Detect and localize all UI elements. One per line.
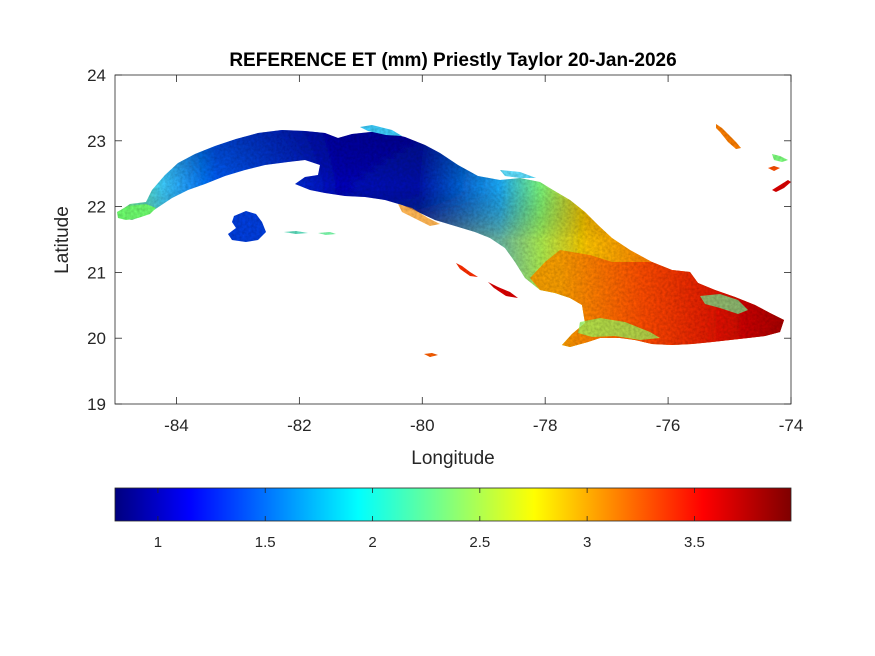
axes-background	[115, 75, 791, 404]
y-tick-label: 22	[87, 198, 106, 217]
y-axis: 20 21 22 23 24 19	[87, 66, 791, 414]
cay-north-1	[360, 125, 402, 136]
x-tick-label: -74	[779, 416, 804, 435]
cay-south-1	[456, 263, 478, 277]
y-tick-label: 21	[87, 263, 106, 282]
colorbar-gradient	[114, 487, 792, 522]
colorbar-tick-label: 2	[368, 534, 376, 551]
east-green-patch	[700, 294, 748, 314]
islet-ne-1	[716, 124, 741, 149]
y-tick-label: 24	[87, 66, 106, 85]
x-tick-label: -80	[410, 416, 435, 435]
axes-frame	[114, 74, 792, 405]
cay-south-2	[488, 282, 518, 298]
colorbar-tick-label: 3	[583, 534, 591, 551]
cay-jardines-2	[318, 232, 336, 235]
y-tick-label: 23	[87, 132, 106, 151]
isla-de-la-juventud	[228, 211, 266, 242]
colorbar: 1 1.5 2 2.5 3 3.5	[114, 487, 792, 551]
cay-jardines	[284, 231, 308, 234]
map-title: REFERENCE ET (mm) Priestly Taylor 20-Jan…	[229, 50, 676, 71]
x-tick-label: -82	[287, 416, 312, 435]
islet-ne-2	[772, 154, 788, 162]
cuba-et-field	[117, 124, 791, 357]
x-tick-label: -76	[656, 416, 681, 435]
cay-south-3	[424, 353, 438, 357]
y-tick-label: 20	[87, 329, 106, 348]
plot-area: -84 -82 -80 -78 -76 -74 20 21 22 23 24 19	[87, 66, 803, 435]
islet-ne-4	[768, 166, 780, 171]
colorbar-ticks: 1 1.5 2 2.5 3 3.5	[154, 488, 705, 551]
north-orange-coast	[398, 204, 440, 226]
x-tick-label: -78	[533, 416, 558, 435]
colorbar-tick-label: 3.5	[684, 534, 705, 551]
islet-ne-3	[772, 180, 791, 192]
x-axis: -84 -82 -80 -78 -76 -74	[164, 75, 803, 435]
colorbar-tick-label: 1.5	[255, 534, 276, 551]
colorbar-tick-label: 2.5	[469, 534, 490, 551]
cay-north-2	[500, 170, 536, 178]
x-axis-label: Longitude	[411, 448, 494, 469]
y-tick-label: 19	[87, 395, 106, 414]
southeast-green-patch	[578, 318, 660, 340]
x-tick-label: -84	[164, 416, 189, 435]
y-axis-label: Latitude	[52, 206, 73, 274]
western-tip	[117, 204, 156, 220]
colorbar-tick-label: 1	[154, 534, 162, 551]
